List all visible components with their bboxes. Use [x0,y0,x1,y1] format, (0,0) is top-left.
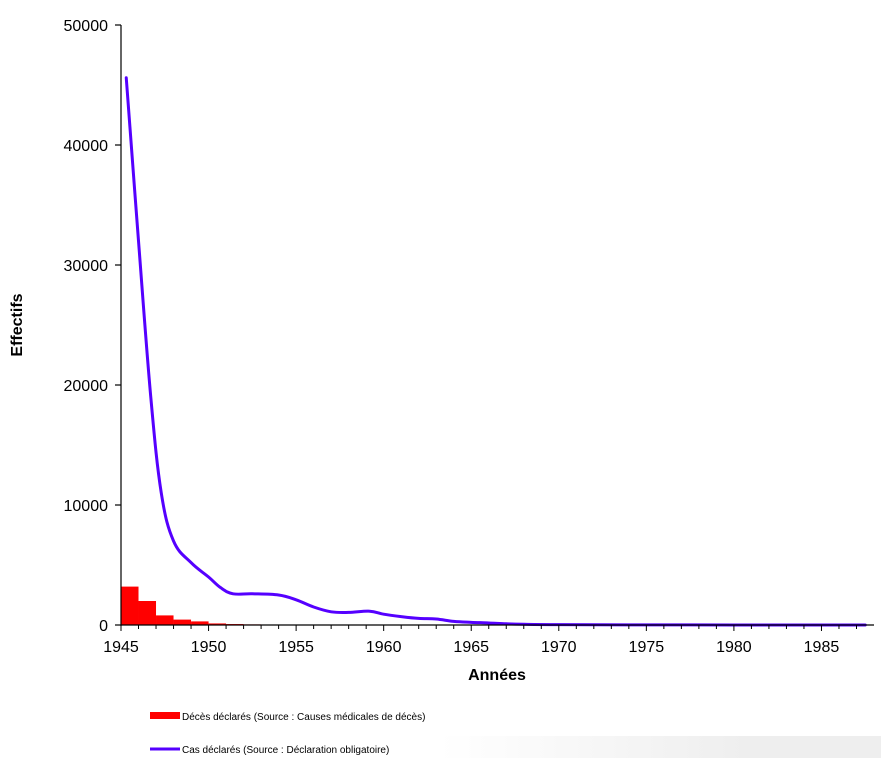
axes-layer [120,25,874,626]
legend-swatch-deces [150,712,180,719]
y-tick-label: 10000 [64,498,109,515]
x-tick-label: 1975 [629,639,665,656]
y-axis-title: Effectifs [9,293,26,356]
bar-deces-1946 [138,601,157,625]
x-tick-label: 1945 [103,639,139,656]
bar-deces-1950 [208,623,227,625]
x-tick-label: 1970 [541,639,577,656]
x-tick-label: 1955 [278,639,314,656]
bottom-fade [440,736,881,758]
y-tick-label: 30000 [64,258,109,275]
line-layer [124,76,867,627]
line-cas-declares [124,76,867,627]
y-tick-label: 50000 [64,18,109,35]
legend-label-1: Cas déclarés (Source : Déclaration oblig… [182,745,389,756]
x-tick-label: 1985 [804,639,840,656]
bar-deces-1945 [121,586,139,625]
y-tick-label: 20000 [64,378,109,395]
legend-label-0: Décès déclarés (Source : Causes médicale… [182,712,425,723]
ticks-layer: 0 10000 20000 30000 40000 50000 1945 1950 1955 19… [64,18,857,656]
x-tick-label: 1960 [366,639,402,656]
legend: Décès déclarés (Source : Causes médicale… [150,712,425,756]
y-tick-label: 40000 [64,138,109,155]
x-tick-label: 1950 [191,639,227,656]
bar-deces-1949 [191,621,209,625]
x-tick-label: 1980 [716,639,752,656]
bar-deces-1948 [173,619,192,625]
y-tick-label: 0 [99,618,108,635]
x-axis-title: Années [468,667,526,684]
x-tick-label: 1965 [453,639,489,656]
bar-deces-1947 [156,615,174,625]
